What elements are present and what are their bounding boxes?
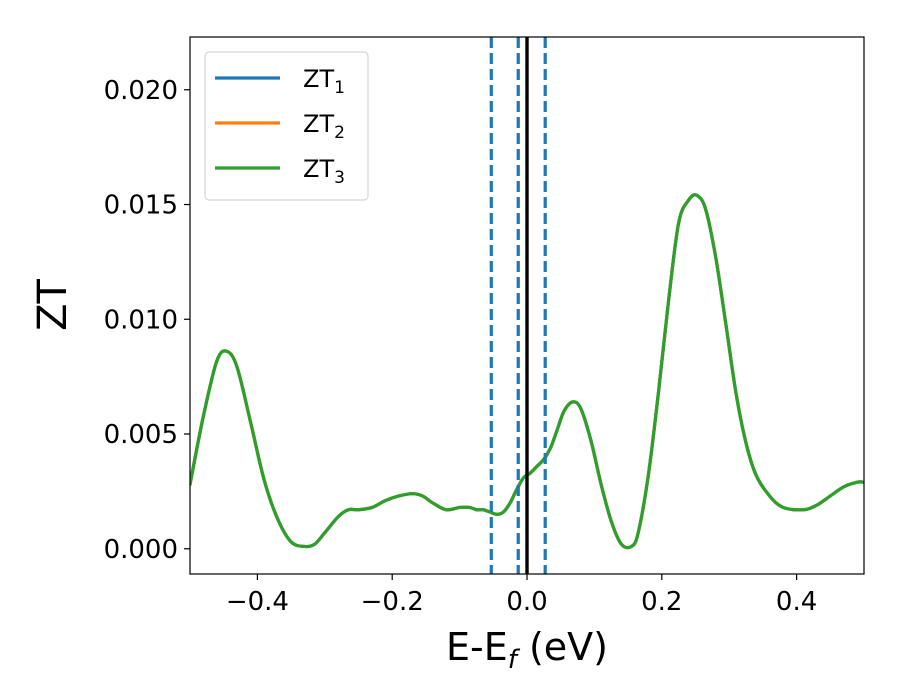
x-axis-ticks: −0.4 −0.2 0.0 0.2 0.4 — [226, 574, 817, 617]
y-tick-label: 0.000 — [104, 535, 178, 565]
series-layer — [190, 193, 864, 550]
x-tick-label: 0.0 — [506, 587, 547, 617]
y-tick-label: 0.005 — [104, 420, 178, 450]
x-tick-label: 0.4 — [776, 587, 817, 617]
legend-box — [204, 51, 369, 201]
x-axis-label-suffix: (eV) — [517, 625, 608, 669]
y-axis-ticks: 0.000 0.005 0.010 0.015 0.020 — [104, 76, 190, 565]
vline-layer — [489, 37, 547, 574]
legend: ZT1 ZT2 ZT3 — [204, 51, 369, 201]
y-tick-label: 0.020 — [104, 76, 178, 106]
y-axis-label: ZT — [30, 279, 76, 331]
legend-label-2: ZT2 — [303, 110, 345, 143]
x-tick-label: 0.2 — [641, 587, 682, 617]
legend-label-1: ZT1 — [303, 65, 345, 98]
legend-items: ZT1 ZT2 ZT3 — [215, 65, 345, 188]
x-tick-label: −0.4 — [226, 587, 289, 617]
x-tick-label: −0.2 — [361, 587, 424, 617]
y-tick-label: 0.015 — [104, 191, 178, 221]
series-line-3 — [190, 193, 864, 550]
legend-label-3: ZT3 — [303, 155, 345, 188]
x-axis-label-main: E-E — [446, 625, 508, 669]
y-tick-label: 0.010 — [104, 305, 178, 335]
x-axis-label: E-Ef (eV) — [446, 625, 608, 675]
